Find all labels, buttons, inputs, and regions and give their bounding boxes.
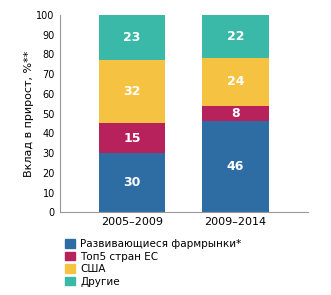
Legend: Развивающиеся фармрынки*, Топ5 стран ЕС, США, Другие: Развивающиеся фармрынки*, Топ5 стран ЕС,… [65,239,242,287]
Bar [202,122,268,212]
Bar [99,153,165,212]
Text: 22: 22 [227,30,244,43]
Text: 8: 8 [231,107,240,120]
Bar [202,106,268,122]
Bar [202,15,268,58]
Y-axis label: Вклад в прирост, %**: Вклад в прирост, %** [24,50,33,177]
Bar [202,58,268,106]
Text: 30: 30 [123,176,141,189]
Bar [99,15,165,60]
Text: 46: 46 [227,160,244,173]
Bar [99,123,165,153]
Text: 32: 32 [123,85,141,98]
Text: 23: 23 [123,31,141,44]
Bar [99,60,165,123]
Text: 24: 24 [227,76,244,88]
Text: 15: 15 [123,132,141,145]
